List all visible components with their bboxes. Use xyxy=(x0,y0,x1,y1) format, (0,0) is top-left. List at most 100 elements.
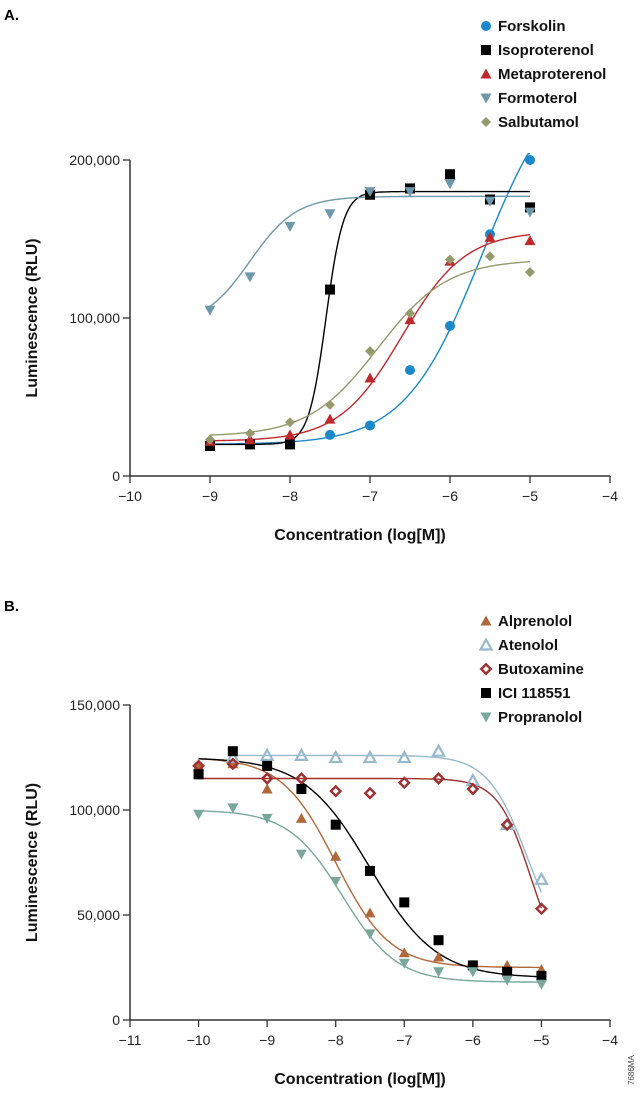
legend-marker xyxy=(480,712,492,723)
x-tick-label: −4 xyxy=(602,488,618,504)
series-salbutamol xyxy=(205,251,535,445)
data-point xyxy=(404,314,416,325)
data-point xyxy=(294,772,308,785)
fit-curve-formoterol xyxy=(209,195,530,307)
data-point xyxy=(325,429,335,440)
data-point xyxy=(262,760,273,771)
data-point xyxy=(284,221,296,232)
data-point xyxy=(398,958,410,969)
x-tick-label: −6 xyxy=(465,1032,481,1048)
data-point xyxy=(445,254,455,265)
panel-label: A. xyxy=(4,7,19,24)
data-point xyxy=(432,772,446,785)
data-point xyxy=(485,251,495,262)
data-point xyxy=(501,975,513,986)
x-tick-label: −8 xyxy=(282,488,298,504)
legend-label: Butoxamine xyxy=(498,661,584,678)
series-metaproterenol xyxy=(204,231,536,446)
y-axis-label: Luminescence (RLU) xyxy=(24,783,41,942)
data-point xyxy=(329,784,343,798)
data-point xyxy=(445,320,455,331)
data-point xyxy=(325,284,335,295)
data-point xyxy=(261,783,273,794)
data-point xyxy=(362,749,378,764)
data-point xyxy=(484,231,496,242)
data-point xyxy=(433,951,445,962)
x-tick-label: −5 xyxy=(522,488,538,504)
data-point xyxy=(399,897,410,908)
data-point xyxy=(364,372,376,383)
data-point xyxy=(245,439,255,450)
series-propranolol xyxy=(193,803,547,990)
panel-label: B. xyxy=(4,598,19,615)
data-point xyxy=(404,187,416,198)
x-axis-label: Concentration (log[M]) xyxy=(274,527,446,544)
x-tick-label: −9 xyxy=(259,1032,275,1048)
data-point xyxy=(405,365,415,376)
chart-b: B. −11 −10 −9 −8 −7 −6 −5 −4 0 50,000 100,000 150,00… xyxy=(4,598,618,1088)
data-point xyxy=(405,308,415,319)
fit-curve-propranolol xyxy=(198,810,542,983)
data-point xyxy=(525,267,535,278)
y-tick-label: 0 xyxy=(112,468,120,484)
legend-label: Salbutamol xyxy=(498,114,579,131)
data-point xyxy=(525,202,535,213)
data-point xyxy=(244,434,256,445)
legend-label: Alprenolol xyxy=(498,613,572,630)
data-point xyxy=(193,769,204,780)
fit-curve-isoproterenol xyxy=(210,190,530,446)
data-point xyxy=(466,782,480,796)
legend-marker xyxy=(481,688,491,698)
data-point xyxy=(534,871,549,885)
data-point xyxy=(502,966,513,977)
data-point xyxy=(261,813,273,824)
series-butoxamine xyxy=(192,757,548,916)
legend-marker xyxy=(480,68,492,79)
data-point xyxy=(365,865,375,876)
legend-label: Isoproterenol xyxy=(498,42,594,59)
fit-curve-salbutamol xyxy=(209,261,531,436)
series-atenolol xyxy=(225,743,549,885)
data-point xyxy=(227,746,238,757)
series-isoproterenol xyxy=(205,169,535,451)
series-formoterol xyxy=(204,179,536,316)
data-point xyxy=(444,179,456,190)
data-point xyxy=(260,772,274,785)
data-point xyxy=(534,902,548,916)
legend-label: Metaproterenol xyxy=(498,66,606,83)
legend-label: Atenolol xyxy=(498,637,558,654)
legend-label: Forskolin xyxy=(498,18,566,35)
y-tick-label: 100,000 xyxy=(69,802,120,818)
data-point xyxy=(433,935,444,946)
data-point xyxy=(365,346,375,357)
data-point xyxy=(363,786,377,800)
x-tick-label: −6 xyxy=(442,488,458,504)
x-axis-label: Concentration (log[M]) xyxy=(274,1071,446,1088)
data-point xyxy=(536,970,547,981)
data-point xyxy=(364,907,376,918)
data-point xyxy=(324,413,336,424)
data-point xyxy=(328,749,344,764)
data-point xyxy=(330,876,342,887)
x-tick-label: −10 xyxy=(118,488,142,504)
data-point xyxy=(259,747,275,762)
x-tick-label: −7 xyxy=(362,488,378,504)
legend-marker xyxy=(479,662,493,676)
data-point xyxy=(467,967,479,978)
data-point xyxy=(225,749,241,764)
data-point xyxy=(205,434,215,445)
data-point xyxy=(226,757,240,771)
series-ici-118551 xyxy=(193,746,547,981)
y-tick-label: 100,000 xyxy=(69,310,120,326)
chart-a: A. −10 −9 −8 −7 −6 −5 −4 0 100,000 200,000 Concentr… xyxy=(4,7,618,544)
data-point xyxy=(525,155,535,165)
fit-curve-butoxamine xyxy=(198,777,543,909)
data-point xyxy=(193,809,205,820)
x-tick-label: −11 xyxy=(119,1032,142,1048)
legend-label: Formoterol xyxy=(498,90,577,107)
x-tick-label: −7 xyxy=(396,1032,412,1048)
y-tick-label: 50,000 xyxy=(77,907,120,923)
data-point xyxy=(324,209,336,220)
data-point xyxy=(431,743,446,757)
data-point xyxy=(285,417,295,428)
